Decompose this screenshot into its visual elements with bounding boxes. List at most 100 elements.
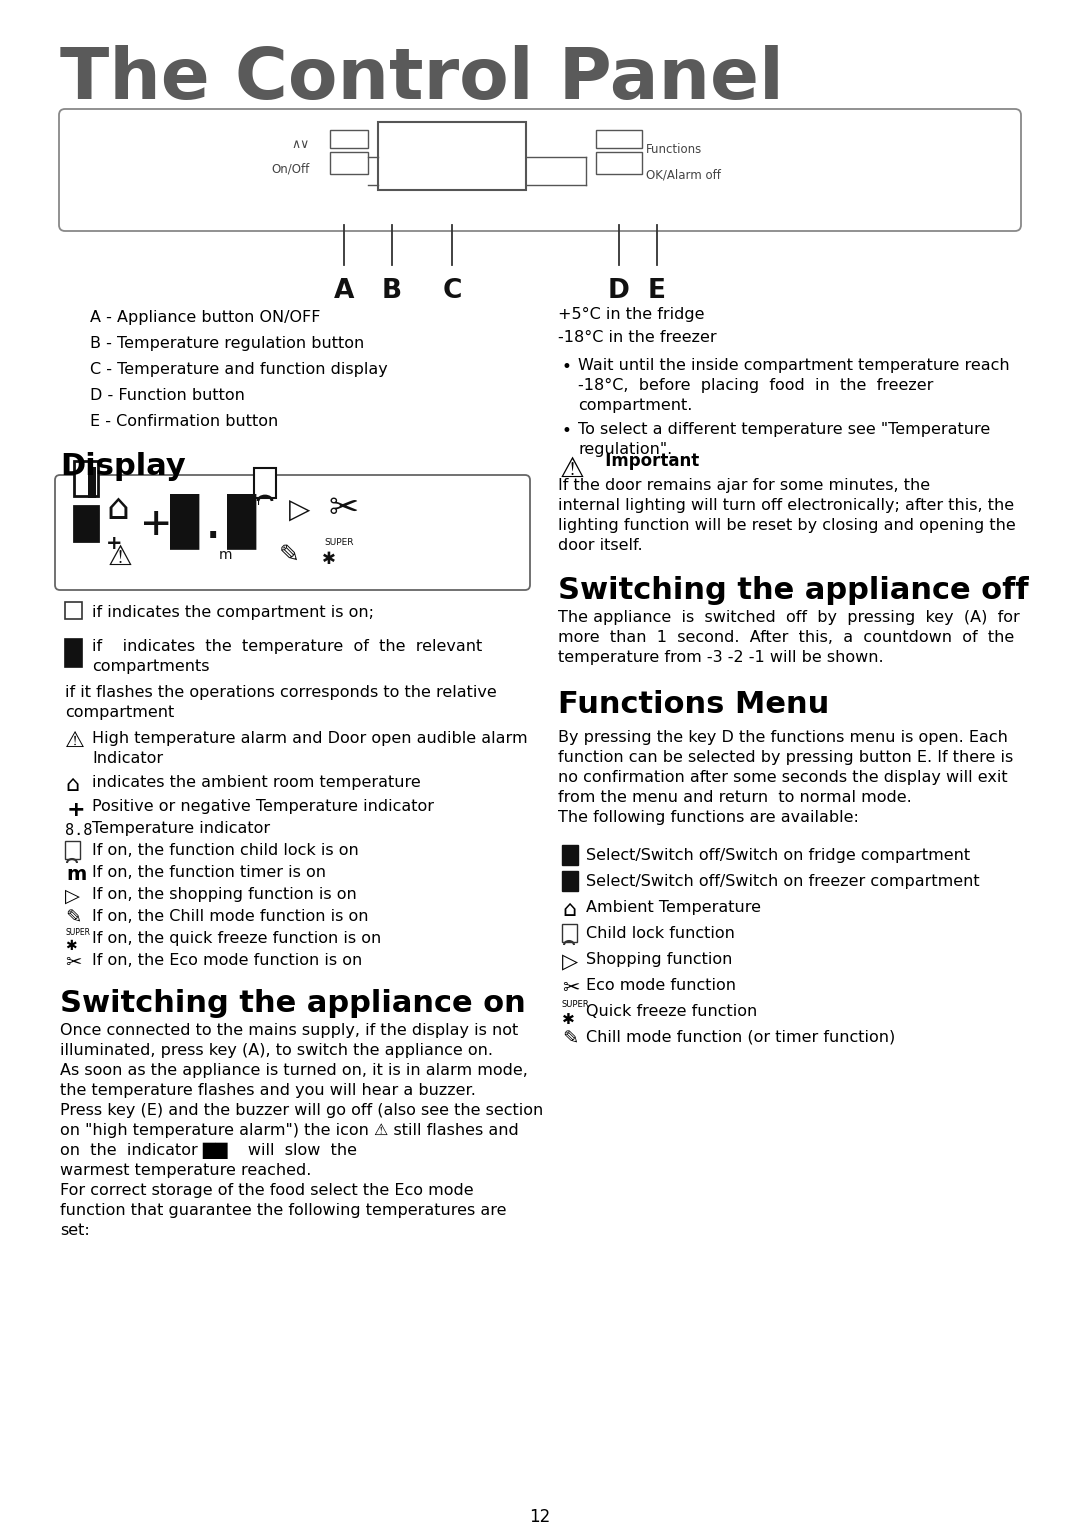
- Text: The following functions are available:: The following functions are available:: [558, 810, 859, 825]
- Bar: [596, 151, 642, 174]
- Text: Temperature indicator: Temperature indicator: [92, 821, 270, 836]
- Text: ✱: ✱: [65, 940, 77, 953]
- Text: if    indicates  the  temperature  of  the  relevant: if indicates the temperature of the rele…: [92, 639, 483, 654]
- Bar: [65, 840, 80, 859]
- Text: Wait until the inside compartment temperature reach: Wait until the inside compartment temper…: [578, 358, 1010, 373]
- Text: If on, the function timer is on: If on, the function timer is on: [92, 865, 326, 880]
- Text: Select/Switch off/Switch on fridge compartment: Select/Switch off/Switch on fridge compa…: [586, 848, 970, 863]
- Bar: [330, 130, 368, 148]
- Text: m: m: [66, 865, 86, 885]
- Text: -18°C,  before  placing  food  in  the  freezer: -18°C, before placing food in the freeze…: [578, 377, 933, 393]
- Text: ⌂: ⌂: [106, 492, 129, 526]
- Text: For correct storage of the food select the Eco mode: For correct storage of the food select t…: [60, 1183, 474, 1198]
- Bar: [254, 468, 276, 498]
- Text: ✂: ✂: [562, 978, 580, 998]
- Text: Display: Display: [60, 452, 186, 481]
- Text: High temperature alarm and Door open audible alarm: High temperature alarm and Door open aud…: [92, 730, 528, 746]
- Text: ✂: ✂: [329, 492, 360, 526]
- Text: SUPER: SUPER: [562, 999, 590, 1008]
- Text: E - Confirmation button: E - Confirmation button: [90, 414, 279, 429]
- Text: ✱: ✱: [562, 1012, 575, 1027]
- Text: ⚠: ⚠: [561, 455, 585, 483]
- Text: Select/Switch off/Switch on freezer compartment: Select/Switch off/Switch on freezer comp…: [586, 874, 980, 889]
- Text: B - Temperature regulation button: B - Temperature regulation button: [90, 336, 364, 351]
- Text: on "high temperature alarm") the icon ⚠ still flashes and: on "high temperature alarm") the icon ⚠ …: [60, 1123, 518, 1138]
- Text: door itself.: door itself.: [558, 538, 643, 553]
- Text: Child lock function: Child lock function: [586, 926, 734, 941]
- Text: ⚠: ⚠: [65, 730, 85, 750]
- Text: Indicator: Indicator: [92, 750, 163, 766]
- Text: D: D: [608, 278, 630, 304]
- Bar: [562, 871, 578, 891]
- Text: The Control Panel: The Control Panel: [60, 44, 784, 115]
- Bar: [562, 845, 578, 865]
- Text: If on, the shopping function is on: If on, the shopping function is on: [92, 886, 356, 902]
- Text: if indicates the compartment is on;: if indicates the compartment is on;: [92, 605, 374, 620]
- Text: C: C: [443, 278, 461, 304]
- Bar: [378, 122, 526, 189]
- Text: i: i: [257, 497, 260, 507]
- FancyBboxPatch shape: [55, 475, 530, 590]
- Text: internal lighting will turn off electronically; after this, the: internal lighting will turn off electron…: [558, 498, 1014, 513]
- Text: On/Off: On/Off: [272, 162, 310, 176]
- Text: Important: Important: [588, 452, 699, 471]
- Text: compartment.: compartment.: [578, 397, 692, 413]
- Text: no confirmation after some seconds the display will exit: no confirmation after some seconds the d…: [558, 770, 1008, 785]
- Text: Press key (E) and the buzzer will go off (also see the section: Press key (E) and the buzzer will go off…: [60, 1103, 543, 1118]
- Text: Eco mode function: Eco mode function: [586, 978, 735, 993]
- Text: A: A: [334, 278, 354, 304]
- Text: ∧∨: ∧∨: [292, 138, 310, 151]
- Text: Once connected to the mains supply, if the display is not: Once connected to the mains supply, if t…: [60, 1024, 518, 1038]
- Text: Quick freeze function: Quick freeze function: [586, 1004, 757, 1019]
- Text: OK/Alarm off: OK/Alarm off: [646, 170, 720, 182]
- Text: E: E: [648, 278, 666, 304]
- Bar: [65, 602, 82, 619]
- Text: ▷: ▷: [65, 886, 80, 906]
- Text: set:: set:: [60, 1222, 90, 1238]
- Text: temperature from -3 -2 -1 will be shown.: temperature from -3 -2 -1 will be shown.: [558, 649, 883, 665]
- Text: function that guarantee the following temperatures are: function that guarantee the following te…: [60, 1203, 507, 1218]
- Text: By pressing the key D the functions menu is open. Each: By pressing the key D the functions menu…: [558, 730, 1008, 746]
- Text: •: •: [562, 422, 572, 440]
- Text: If the door remains ajar for some minutes, the: If the door remains ajar for some minute…: [558, 478, 930, 494]
- Text: warmest temperature reached.: warmest temperature reached.: [60, 1163, 311, 1178]
- Text: As soon as the appliance is turned on, it is in alarm mode,: As soon as the appliance is turned on, i…: [60, 1063, 528, 1077]
- Text: •: •: [562, 358, 572, 376]
- Text: The appliance  is  switched  off  by  pressing  key  (A)  for: The appliance is switched off by pressin…: [558, 610, 1020, 625]
- Text: Switching the appliance off: Switching the appliance off: [558, 576, 1028, 605]
- Text: ⌂: ⌂: [65, 775, 79, 795]
- Text: indicates the ambient room temperature: indicates the ambient room temperature: [92, 775, 421, 790]
- Text: A - Appliance button ON/OFF: A - Appliance button ON/OFF: [90, 310, 321, 325]
- Text: SUPER: SUPER: [324, 538, 353, 547]
- FancyBboxPatch shape: [59, 108, 1021, 231]
- Text: Functions: Functions: [646, 144, 702, 156]
- Text: D - Function button: D - Function button: [90, 388, 245, 403]
- Bar: [330, 151, 368, 174]
- Text: If on, the quick freeze function is on: If on, the quick freeze function is on: [92, 931, 381, 946]
- Text: 12: 12: [529, 1508, 551, 1526]
- Text: ✎: ✎: [65, 909, 81, 927]
- Text: compartment: compartment: [65, 704, 174, 720]
- Text: on  the  indicator ██    will  slow  the: on the indicator ██ will slow the: [60, 1143, 357, 1160]
- Text: illuminated, press key (A), to switch the appliance on.: illuminated, press key (A), to switch th…: [60, 1044, 492, 1057]
- Text: compartments: compartments: [92, 659, 210, 674]
- Text: ✱: ✱: [322, 550, 336, 568]
- Text: ⚠: ⚠: [108, 542, 133, 571]
- Text: +: +: [67, 801, 85, 821]
- Text: If on, the Chill mode function is on: If on, the Chill mode function is on: [92, 909, 368, 924]
- Text: from the menu and return  to normal mode.: from the menu and return to normal mode.: [558, 790, 912, 805]
- Text: ▷: ▷: [562, 952, 578, 972]
- Text: Switching the appliance on: Switching the appliance on: [60, 989, 526, 1018]
- Text: To select a different temperature see "Temperature: To select a different temperature see "T…: [578, 422, 990, 437]
- Text: If on, the Eco mode function is on: If on, the Eco mode function is on: [92, 953, 362, 969]
- Text: the temperature flashes and you will hear a buzzer.: the temperature flashes and you will hea…: [60, 1083, 476, 1099]
- Text: SUPER: SUPER: [65, 927, 90, 937]
- Text: ✎: ✎: [562, 1030, 579, 1050]
- Text: regulation".: regulation".: [578, 442, 672, 457]
- Text: +█.█: +█.█: [141, 494, 256, 549]
- Text: ✎: ✎: [279, 542, 300, 567]
- Text: lighting function will be reset by closing and opening the: lighting function will be reset by closi…: [558, 518, 1016, 533]
- Bar: [562, 924, 577, 941]
- Bar: [65, 639, 82, 668]
- Text: Functions Menu: Functions Menu: [558, 691, 829, 720]
